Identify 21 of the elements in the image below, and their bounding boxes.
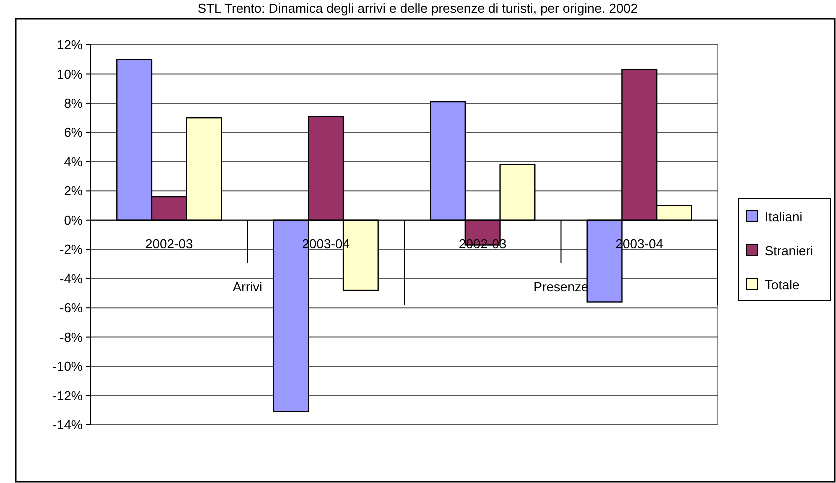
y-tick-label: 0% — [64, 212, 84, 228]
y-tick-label: 2% — [64, 184, 84, 199]
y-tick-label: -8% — [60, 330, 84, 345]
legend-label: Stranieri — [765, 244, 814, 259]
legend-label: Totale — [765, 278, 800, 293]
y-tick-label: 8% — [64, 96, 84, 112]
y-tick-label: 4% — [64, 154, 84, 170]
legend-label: Italiani — [765, 210, 803, 225]
y-tick-label: -10% — [52, 359, 84, 374]
y-tick-label: -6% — [60, 300, 84, 316]
y-tick-label: -12% — [52, 388, 84, 404]
y-tick-label: -2% — [60, 242, 84, 258]
x-tick-label: 2002-03 — [459, 236, 507, 252]
annotation: Arrivi — [232, 279, 263, 294]
x-tick-label: 2002-03 — [146, 236, 194, 252]
y-tick-label: 12% — [56, 38, 84, 53]
y-tick-label: 10% — [56, 66, 84, 82]
y-tick-label: 6% — [64, 125, 84, 140]
y-tick-label: -14% — [52, 418, 84, 433]
chart-title: STL Trento: Dinamica degli arrivi e delle presenze di turisti, per origine. 2002 — [198, 1, 638, 16]
y-tick-label: -4% — [60, 271, 84, 286]
